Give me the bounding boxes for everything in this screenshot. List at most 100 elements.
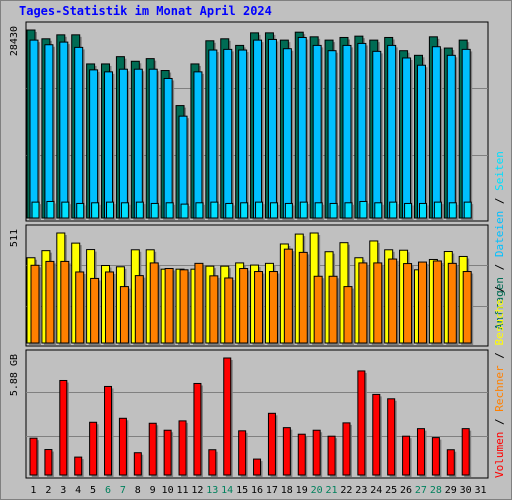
bar-rechner xyxy=(149,262,159,344)
bar-volumen xyxy=(238,430,247,476)
bar-dateien xyxy=(238,49,248,219)
x-axis-day-label: 8 xyxy=(135,485,141,496)
bar-rechner xyxy=(119,286,129,344)
bar-volumen xyxy=(461,428,470,476)
bar-rechner xyxy=(30,264,40,344)
bar-seiten xyxy=(61,201,70,219)
bar-rechner xyxy=(388,258,398,344)
bar-dateien xyxy=(118,68,128,219)
bar-rechner xyxy=(179,269,189,344)
bar-seiten xyxy=(374,202,383,219)
bar-volumen xyxy=(342,422,351,476)
bar-seiten xyxy=(448,202,457,219)
bar-seiten xyxy=(269,202,278,219)
bar-seiten xyxy=(91,202,100,219)
x-axis-day-label: 9 xyxy=(150,485,156,496)
bar-volumen xyxy=(402,435,411,476)
bar-rechner xyxy=(328,275,338,344)
x-axis-day-label: 25 xyxy=(385,485,397,496)
legend-bottom: Volumen / Rechner / Besuche / xyxy=(493,286,506,478)
bar-dateien xyxy=(223,48,233,219)
bar-dateien xyxy=(342,44,352,219)
bar-seiten xyxy=(210,201,219,219)
bar-dateien xyxy=(104,71,114,219)
bar-dateien xyxy=(208,49,218,219)
x-axis-day-label: 19 xyxy=(296,485,308,496)
x-axis-day-label: 29 xyxy=(445,485,457,496)
bar-seiten xyxy=(180,203,189,219)
bar-dateien xyxy=(297,36,307,219)
bar-rechner xyxy=(209,275,219,344)
x-axis-day-label: 15 xyxy=(236,485,248,496)
bar-seiten xyxy=(195,202,204,219)
bar-rechner xyxy=(373,262,383,344)
bar-seiten xyxy=(31,201,40,219)
legend-top-entry: Anfragen xyxy=(493,270,506,330)
bar-dateien xyxy=(416,64,426,219)
bar-rechner xyxy=(224,277,234,344)
bar-seiten xyxy=(299,201,308,219)
bar-dateien xyxy=(267,38,277,219)
x-axis-day-label: 24 xyxy=(370,485,382,496)
chart-title: Tages-Statistik im Monat April 2024 xyxy=(19,4,272,18)
y-axis-max-label: 5.88 GB xyxy=(9,354,20,396)
bar-volumen xyxy=(118,417,127,476)
bar-seiten xyxy=(120,202,129,219)
bar-volumen xyxy=(44,449,53,476)
bar-rechner xyxy=(298,251,308,344)
x-axis-day-label: 2 xyxy=(45,485,51,496)
x-axis-day-label: 4 xyxy=(75,485,81,496)
bar-dateien xyxy=(431,46,441,219)
bar-seiten xyxy=(463,201,472,219)
bar-volumen xyxy=(253,458,262,476)
x-axis-day-label: 26 xyxy=(400,485,412,496)
x-axis-day-label: 11 xyxy=(176,485,188,496)
bar-rechner xyxy=(239,268,249,344)
legend-bottom-entry: Volumen xyxy=(493,425,506,478)
x-axis-day-label: 17 xyxy=(266,485,278,496)
bar-volumen xyxy=(297,433,306,476)
x-axis-day-label: 3 xyxy=(60,485,66,496)
bar-volumen xyxy=(282,427,291,476)
bar-dateien xyxy=(163,77,173,219)
legend-bottom-entry: Besuche xyxy=(493,293,506,346)
bar-dateien xyxy=(446,54,456,219)
bar-dateien xyxy=(372,50,382,219)
x-axis-day-label: 31 xyxy=(475,485,487,496)
x-axis-day-label: 10 xyxy=(162,485,174,496)
bar-rechner xyxy=(164,268,174,344)
bar-volumen xyxy=(208,449,217,476)
x-axis-day-label: 28 xyxy=(430,485,442,496)
x-axis-day-label: 21 xyxy=(325,485,337,496)
y-axis-max-label: 28430 xyxy=(9,26,20,56)
bar-dateien xyxy=(387,44,397,219)
bar-volumen xyxy=(178,420,187,476)
legend-top: Anfragen / Dateien / Seiten xyxy=(493,151,506,330)
bar-seiten xyxy=(404,202,413,219)
bar-dateien xyxy=(461,48,471,219)
bar-volumen xyxy=(133,452,142,476)
x-axis-day-label: 23 xyxy=(355,485,367,496)
bar-seiten xyxy=(389,201,398,219)
bar-rechner xyxy=(45,260,55,344)
bar-seiten xyxy=(46,200,55,219)
x-axis-day-label: 30 xyxy=(460,485,472,496)
bar-rechner xyxy=(417,261,427,344)
x-axis-day-label: 13 xyxy=(206,485,218,496)
x-axis-day-label: 1 xyxy=(30,485,36,496)
bar-rechner xyxy=(254,271,264,344)
bar-dateien xyxy=(327,50,337,219)
x-axis-day-label: 12 xyxy=(191,485,203,496)
bar-seiten xyxy=(433,201,442,219)
bar-dateien xyxy=(402,57,412,219)
bar-volumen xyxy=(446,449,455,476)
bar-volumen xyxy=(59,379,68,476)
bar-volumen xyxy=(163,429,172,476)
bar-seiten xyxy=(344,202,353,219)
bar-seiten xyxy=(329,202,338,219)
bar-volumen xyxy=(193,382,202,476)
bar-volumen xyxy=(327,435,336,476)
bar-seiten xyxy=(165,202,174,219)
legend-top-entry: / xyxy=(493,257,506,270)
